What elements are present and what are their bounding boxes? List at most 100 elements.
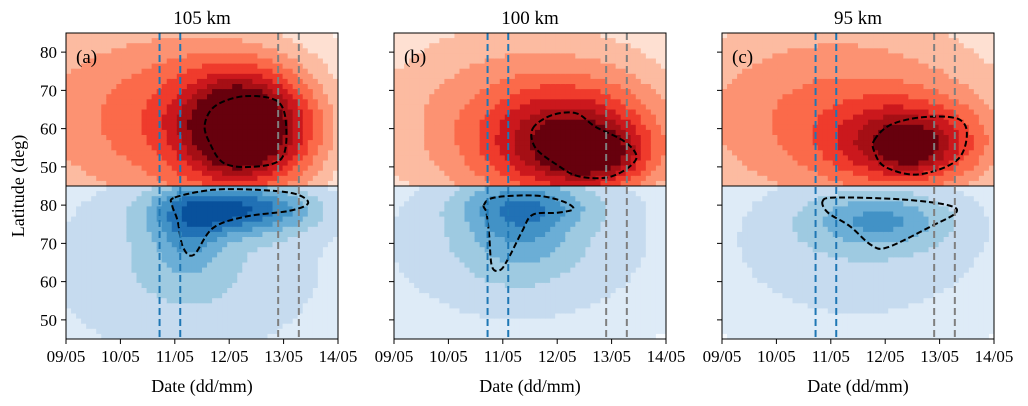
- top-heatmap-cell: [181, 109, 188, 116]
- bottom-heatmap-cell: [394, 247, 400, 253]
- bottom-heatmap-cell: [332, 211, 338, 218]
- top-heatmap-cell: [242, 89, 248, 95]
- top-heatmap-cell: [96, 84, 102, 90]
- bottom-heatmap-cell: [186, 303, 193, 309]
- top-heatmap-cell: [71, 68, 77, 75]
- bottom-heatmap-cell: [312, 191, 319, 197]
- top-heatmap-cell: [610, 48, 617, 54]
- top-heatmap-cell: [207, 84, 213, 90]
- top-heatmap-cell: [660, 175, 666, 182]
- bottom-heatmap-cell: [166, 303, 173, 309]
- top-heatmap-cell: [489, 94, 496, 100]
- bottom-heatmap-cell: [292, 206, 299, 213]
- top-heatmap-cell: [434, 135, 440, 141]
- top-heatmap-cell: [635, 175, 642, 182]
- top-heatmap-cell: [535, 175, 541, 182]
- top-heatmap-cell: [282, 38, 289, 44]
- top-heatmap-cell: [414, 104, 420, 111]
- top-heatmap-cell: [535, 58, 541, 65]
- bottom-heatmap-cell: [86, 298, 92, 304]
- top-heatmap-cell: [186, 48, 193, 54]
- top-heatmap-cell: [76, 68, 82, 75]
- bottom-heatmap-cell: [227, 247, 233, 253]
- bottom-heatmap-cell: [76, 328, 82, 335]
- top-heatmap-cell: [307, 58, 314, 65]
- bottom-heatmap-cell: [257, 272, 264, 279]
- top-heatmap-cell: [434, 104, 440, 111]
- top-heatmap-cell: [302, 73, 309, 80]
- top-heatmap-cell: [116, 175, 123, 182]
- top-heatmap-cell: [227, 140, 233, 146]
- bottom-heatmap-cell: [307, 282, 314, 289]
- bottom-heatmap-cell: [227, 226, 233, 233]
- top-heatmap-cell: [322, 63, 329, 70]
- top-heatmap-cell: [494, 109, 501, 116]
- top-heatmap-cell: [575, 78, 581, 85]
- bottom-heatmap-cell: [151, 308, 158, 315]
- top-heatmap-cell: [161, 94, 168, 100]
- top-heatmap-cell: [136, 99, 143, 105]
- top-heatmap-cell: [252, 175, 259, 182]
- top-heatmap-cell: [332, 84, 338, 90]
- top-heatmap-cell: [161, 180, 168, 187]
- bottom-heatmap-cell: [106, 242, 112, 248]
- top-heatmap-cell: [419, 68, 425, 75]
- bottom-heatmap-cell: [141, 206, 148, 213]
- top-heatmap-cell: [439, 114, 445, 121]
- top-heatmap-cell: [146, 38, 153, 44]
- top-heatmap-cell: [565, 170, 571, 177]
- top-heatmap-cell: [247, 63, 253, 70]
- bottom-heatmap-cell: [312, 211, 319, 218]
- top-heatmap-cell: [196, 89, 203, 95]
- top-heatmap-cell: [131, 175, 138, 182]
- top-heatmap-cell: [222, 165, 228, 172]
- top-heatmap-cell: [257, 145, 264, 151]
- bottom-heatmap-cell: [71, 313, 77, 320]
- top-heatmap-cell: [585, 38, 592, 44]
- bottom-heatmap-cell: [207, 333, 213, 339]
- top-heatmap-cell: [444, 68, 451, 75]
- top-heatmap-cell: [247, 170, 253, 177]
- top-heatmap-cell: [166, 53, 173, 60]
- top-heatmap-cell: [419, 48, 425, 54]
- bottom-heatmap-cell: [146, 196, 153, 202]
- bottom-heatmap-cell: [91, 277, 97, 284]
- top-heatmap-cell: [312, 89, 319, 95]
- bottom-heatmap-cell: [327, 247, 334, 253]
- top-heatmap-cell: [252, 145, 259, 151]
- bottom-heatmap-cell: [302, 252, 309, 258]
- bottom-heatmap-cell: [252, 293, 259, 299]
- bottom-heatmap-cell: [232, 186, 238, 192]
- top-heatmap-cell: [449, 104, 456, 111]
- top-heatmap-cell: [121, 33, 128, 39]
- top-heatmap-cell: [535, 78, 541, 85]
- bottom-heatmap-cell: [252, 333, 259, 339]
- bottom-heatmap-cell: [257, 221, 264, 228]
- bottom-heatmap-cell: [242, 237, 248, 243]
- top-heatmap-cell: [550, 104, 556, 111]
- bottom-heatmap-cell: [282, 211, 289, 218]
- bottom-heatmap-cell: [399, 277, 405, 284]
- top-heatmap-cell: [429, 170, 435, 177]
- top-heatmap-cell: [474, 104, 481, 111]
- bottom-heatmap-cell: [121, 257, 128, 264]
- top-heatmap-cell: [464, 89, 471, 95]
- bottom-heatmap-cell: [141, 221, 148, 228]
- top-heatmap-cell: [207, 48, 213, 54]
- top-heatmap-cell: [540, 160, 546, 167]
- bottom-heatmap-cell: [136, 288, 143, 294]
- top-heatmap-cell: [459, 43, 466, 49]
- bottom-heatmap-cell: [202, 318, 208, 325]
- top-heatmap-cell: [267, 135, 274, 141]
- top-heatmap-cell: [414, 129, 420, 136]
- bottom-heatmap-cell: [71, 257, 77, 264]
- top-heatmap-cell: [191, 140, 198, 146]
- top-heatmap-cell: [191, 114, 198, 121]
- top-heatmap-cell: [434, 109, 440, 116]
- bottom-heatmap-cell: [196, 313, 203, 320]
- top-heatmap-cell: [655, 33, 662, 39]
- top-heatmap-cell: [414, 160, 420, 167]
- top-heatmap-cell: [292, 89, 299, 95]
- top-heatmap-cell: [136, 170, 143, 177]
- top-heatmap-cell: [645, 140, 652, 146]
